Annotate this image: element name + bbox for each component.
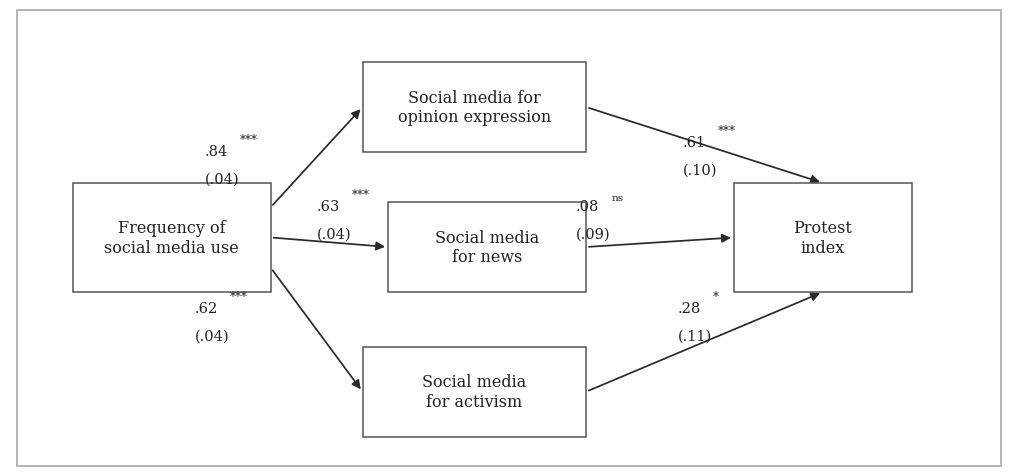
Text: .28: .28 bbox=[678, 301, 700, 315]
FancyBboxPatch shape bbox=[387, 202, 586, 292]
Text: Protest
index: Protest index bbox=[793, 220, 852, 256]
Text: *: * bbox=[712, 290, 718, 303]
Text: ***: *** bbox=[352, 188, 370, 201]
Text: Social media
for news: Social media for news bbox=[434, 229, 539, 266]
FancyBboxPatch shape bbox=[362, 347, 586, 437]
Text: .08: .08 bbox=[576, 199, 599, 214]
Text: Frequency of
social media use: Frequency of social media use bbox=[104, 220, 238, 256]
Text: (.10): (.10) bbox=[683, 163, 716, 177]
Text: .62: .62 bbox=[195, 301, 218, 315]
Text: (.11): (.11) bbox=[678, 329, 711, 343]
Text: .63: .63 bbox=[317, 199, 339, 214]
Text: ns: ns bbox=[610, 193, 623, 202]
Text: (.04): (.04) bbox=[205, 173, 239, 187]
FancyBboxPatch shape bbox=[733, 184, 911, 292]
Text: ***: *** bbox=[229, 290, 248, 303]
FancyBboxPatch shape bbox=[362, 63, 586, 153]
Text: ***: *** bbox=[239, 134, 258, 147]
FancyBboxPatch shape bbox=[72, 184, 271, 292]
Text: Social media
for activism: Social media for activism bbox=[422, 374, 526, 410]
Text: Social media for
opinion expression: Social media for opinion expression bbox=[397, 89, 550, 126]
Text: ***: *** bbox=[717, 124, 736, 138]
Text: (.04): (.04) bbox=[195, 329, 229, 343]
Text: .84: .84 bbox=[205, 145, 228, 159]
Text: (.04): (.04) bbox=[317, 227, 351, 241]
Text: .61: .61 bbox=[683, 136, 705, 149]
Text: (.09): (.09) bbox=[576, 227, 610, 241]
